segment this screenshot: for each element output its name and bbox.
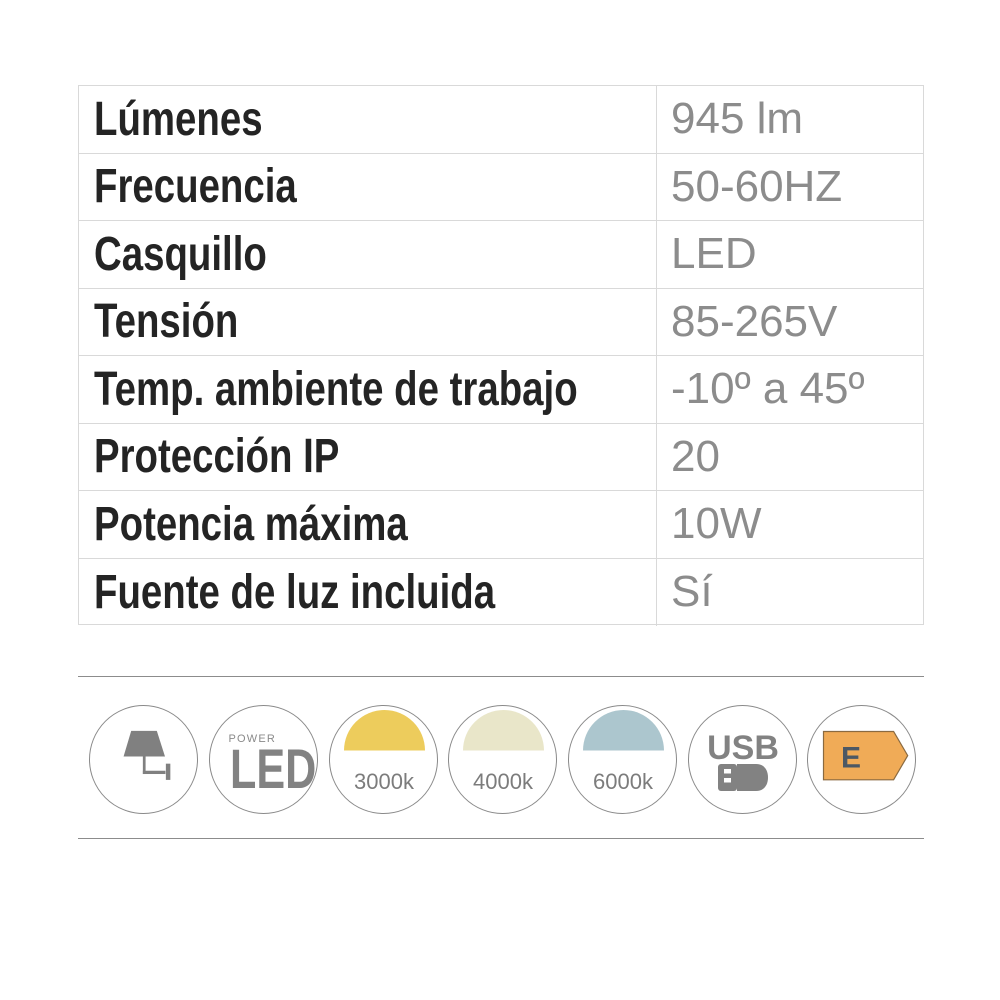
svg-text:E: E [840,742,860,775]
